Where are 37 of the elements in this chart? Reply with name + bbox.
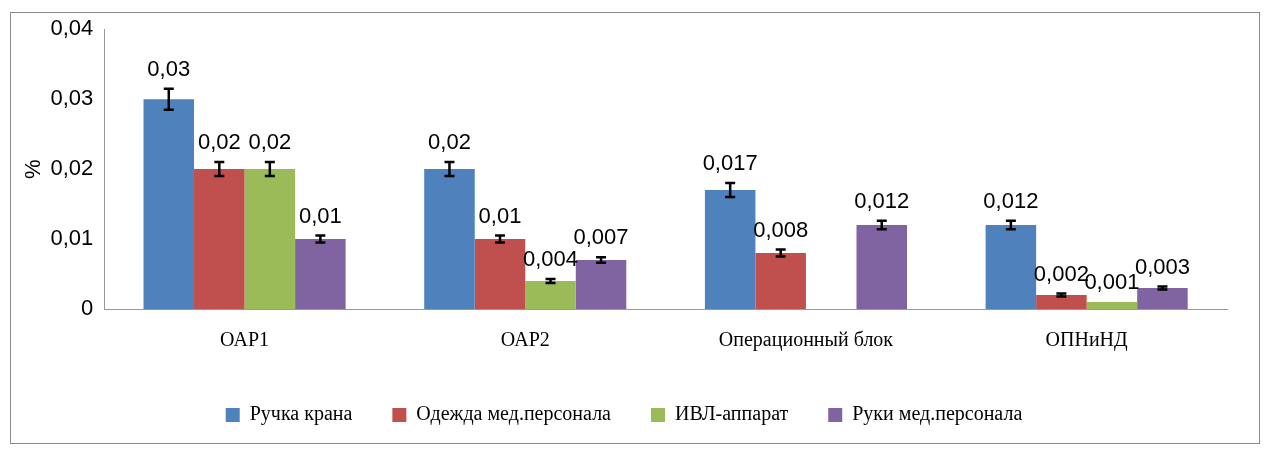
data-label: 0,02 <box>248 129 292 155</box>
bar <box>755 253 806 309</box>
y-tick-label: 0,02 <box>50 155 94 181</box>
data-label: 0,012 <box>983 187 1039 213</box>
data-label: 0,012 <box>854 187 910 213</box>
data-label: 0,01 <box>478 202 522 228</box>
bar <box>704 190 756 309</box>
bar <box>295 239 346 309</box>
bar <box>194 169 245 309</box>
bar <box>1036 295 1087 309</box>
x-tick-label: ОАР2 <box>500 328 550 351</box>
data-label: 0,017 <box>702 150 758 176</box>
bar <box>143 99 195 309</box>
x-tick-label: ОПНиНД <box>1045 328 1129 352</box>
bar <box>1137 288 1188 309</box>
bar <box>856 225 908 309</box>
legend-label: Руки мед.персонала <box>852 402 1023 426</box>
bar <box>424 169 475 309</box>
legend-label: Одежда мед.персонала <box>416 402 612 426</box>
legend-label: ИВЛ-аппарат <box>674 402 789 426</box>
x-tick-label: Операционный блок <box>718 328 894 352</box>
x-tick-label: ОАР1 <box>220 328 270 351</box>
legend-label: Ручка крана <box>249 402 353 426</box>
bar <box>244 169 296 309</box>
y-tick-label: 0 <box>80 295 94 321</box>
data-label: 0,03 <box>147 55 191 81</box>
y-axis-title: % <box>20 159 46 179</box>
bar <box>525 281 576 309</box>
data-label: 0,01 <box>298 202 342 228</box>
y-tick-label: 0,03 <box>50 85 94 111</box>
data-label: 0,007 <box>573 224 629 250</box>
bar <box>1086 302 1138 309</box>
data-label: 0,02 <box>197 129 241 155</box>
y-tick-label: 0,04 <box>50 15 94 41</box>
data-label: 0,02 <box>428 129 471 155</box>
y-tick-label: 0,01 <box>50 225 94 251</box>
bar <box>474 239 526 309</box>
